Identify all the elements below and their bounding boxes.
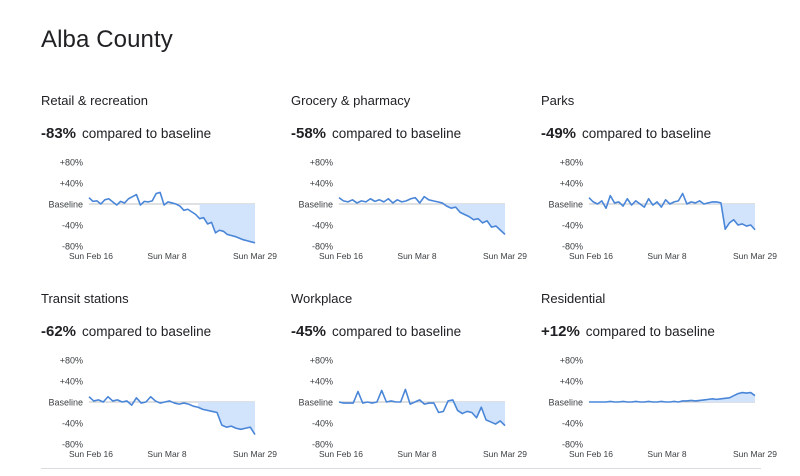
y-tick-label: +40%	[60, 377, 83, 387]
y-tick-label: -80%	[312, 440, 333, 450]
y-tick-label: +40%	[560, 179, 583, 189]
shaded-region	[699, 200, 755, 230]
chart-title: Workplace	[291, 291, 353, 306]
x-tick-label: Sun Mar 8	[397, 449, 436, 459]
chart-title: Transit stations	[41, 291, 129, 306]
bottom-divider	[41, 468, 761, 469]
y-tick-label: +80%	[560, 356, 583, 366]
shaded-region	[199, 204, 255, 243]
chart-headline: -45% compared to baseline	[291, 323, 461, 340]
series-line	[88, 395, 256, 435]
headline-label: compared to baseline	[82, 324, 212, 339]
series-line	[338, 195, 506, 236]
chart-title: Retail & recreation	[41, 93, 148, 108]
x-tick-label: Sun Feb 16	[319, 251, 363, 261]
headline-percent: -45%	[291, 323, 327, 340]
y-tick-label: +80%	[310, 356, 333, 366]
x-tick-label: Sun Mar 8	[147, 251, 186, 261]
y-tick-label: -80%	[562, 440, 583, 450]
x-tick-label: Sun Feb 16	[569, 251, 613, 261]
chart-title: Grocery & pharmacy	[291, 93, 411, 108]
series-line	[338, 388, 506, 427]
line-chart: +80% +40% Baseline -40% -80%Sun Feb 16 Sun Ma…	[298, 158, 527, 262]
series-line	[589, 391, 756, 403]
page-title: Alba County	[41, 26, 173, 53]
line-chart: +80% +40% Baseline -40% -80%Sun Feb 16 Sun Ma…	[548, 158, 777, 262]
headline-label: compared to baseline	[332, 324, 462, 339]
x-tick-label: Sun Mar 8	[647, 251, 686, 261]
headline-percent: -49%	[541, 125, 577, 142]
x-tick-label: Sun Feb 16	[69, 449, 113, 459]
y-tick-label: -80%	[312, 242, 333, 252]
y-tick-label: +40%	[60, 179, 83, 189]
headline-label: compared to baseline	[82, 126, 212, 141]
line-chart: +80% +40% Baseline -40% -80%Sun Feb 16 Sun Ma…	[48, 158, 277, 262]
y-tick-label: Baseline	[298, 200, 333, 210]
x-tick-label: Sun Mar 29	[483, 449, 527, 459]
chart-headline: +12% compared to baseline	[541, 323, 715, 340]
shaded-region	[198, 402, 255, 435]
y-tick-label: Baseline	[48, 398, 83, 408]
x-tick-label: Sun Mar 29	[483, 251, 527, 261]
series-line	[588, 192, 756, 231]
chart-headline: -49% compared to baseline	[541, 125, 711, 142]
y-tick-label: -40%	[62, 419, 83, 429]
chart-panel-residential: Residential +12% compared to baseline +80% +…	[541, 291, 791, 471]
x-tick-label: Sun Feb 16	[69, 251, 113, 261]
x-tick-label: Sun Mar 29	[233, 449, 277, 459]
headline-label: compared to baseline	[582, 126, 712, 141]
y-tick-label: +40%	[310, 179, 333, 189]
x-tick-label: Sun Mar 8	[647, 449, 686, 459]
y-tick-label: -40%	[312, 221, 333, 231]
x-tick-label: Sun Mar 29	[733, 251, 777, 261]
line-chart: +80% +40% Baseline -40% -80%Sun Feb 16 Sun Ma…	[548, 356, 777, 460]
chart-headline: -62% compared to baseline	[41, 323, 211, 340]
line-chart: +80% +40% Baseline -40% -80%Sun Feb 16 Sun Ma…	[298, 356, 527, 460]
headline-percent: +12%	[541, 323, 580, 340]
y-tick-label: +40%	[560, 377, 583, 387]
x-tick-label: Sun Mar 29	[733, 449, 777, 459]
chart-headline: -83% compared to baseline	[41, 125, 211, 142]
y-tick-label: +40%	[310, 377, 333, 387]
y-tick-label: Baseline	[548, 398, 583, 408]
headline-label: compared to baseline	[332, 126, 462, 141]
x-tick-label: Sun Mar 29	[233, 251, 277, 261]
y-tick-label: -80%	[62, 440, 83, 450]
y-tick-label: +80%	[60, 356, 83, 366]
headline-percent: -62%	[41, 323, 77, 340]
chart-panel-transit-stations: Transit stations -62% compared to baseline…	[41, 291, 291, 471]
headline-percent: -58%	[291, 125, 327, 142]
chart-panel-workplace: Workplace -45% compared to baseline +80% +40…	[291, 291, 541, 471]
y-tick-label: -40%	[312, 419, 333, 429]
headline-percent: -83%	[41, 125, 77, 142]
chart-panel-parks: Parks -49% compared to baseline +80% +40% Bas…	[541, 93, 791, 273]
y-tick-label: -80%	[62, 242, 83, 252]
y-tick-label: -40%	[562, 221, 583, 231]
y-tick-label: Baseline	[48, 200, 83, 210]
line-chart: +80% +40% Baseline -40% -80%Sun Feb 16 Sun Ma…	[48, 356, 277, 460]
chart-headline: -58% compared to baseline	[291, 125, 461, 142]
y-tick-label: +80%	[310, 158, 333, 168]
y-tick-label: +80%	[60, 158, 83, 168]
y-tick-label: Baseline	[298, 398, 333, 408]
chart-title: Residential	[541, 291, 606, 306]
y-tick-label: -40%	[62, 221, 83, 231]
y-tick-label: -80%	[562, 242, 583, 252]
shaded-region	[448, 399, 505, 426]
y-tick-label: -40%	[562, 419, 583, 429]
x-tick-label: Sun Feb 16	[569, 449, 613, 459]
headline-label: compared to baseline	[585, 324, 715, 339]
x-tick-label: Sun Mar 8	[147, 449, 186, 459]
y-tick-label: Baseline	[548, 200, 583, 210]
chart-panel-retail-recreation: Retail & recreation -83% compared to basel…	[41, 93, 291, 273]
series-line	[88, 191, 256, 244]
chart-panel-grocery-pharmacy: Grocery & pharmacy -58% compared to baseli…	[291, 93, 541, 273]
x-tick-label: Sun Mar 8	[397, 251, 436, 261]
x-tick-label: Sun Feb 16	[319, 449, 363, 459]
y-tick-label: +80%	[560, 158, 583, 168]
chart-title: Parks	[541, 93, 575, 108]
